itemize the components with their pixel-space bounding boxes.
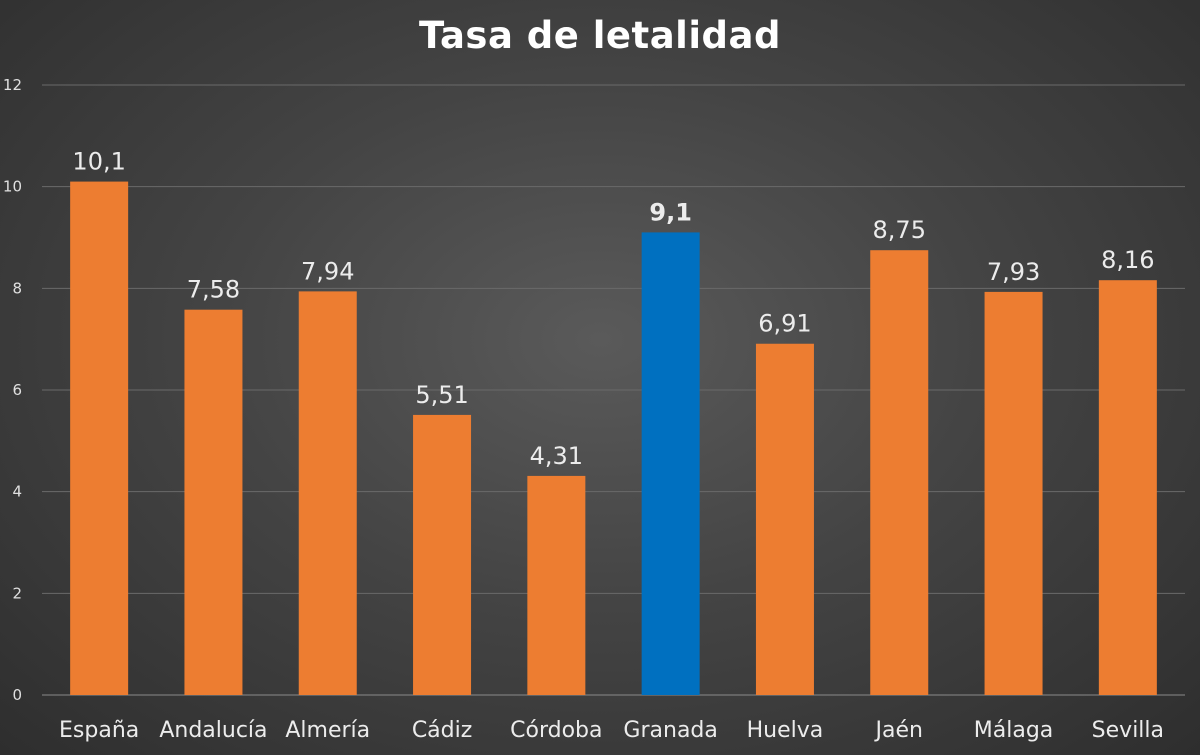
y-tick-label: 12: [3, 76, 22, 94]
x-tick-label: Granada: [623, 718, 717, 743]
bar: [1098, 280, 1157, 695]
bar: [641, 232, 700, 695]
bar: [184, 309, 243, 695]
y-tick-label: 8: [12, 279, 22, 297]
data-label: 7,93: [987, 258, 1040, 286]
data-label: 7,94: [301, 257, 354, 285]
y-tick-label: 10: [3, 178, 22, 196]
y-axis: 0 2 4 6 8 10 12: [3, 76, 22, 704]
y-tick-label: 6: [12, 381, 22, 399]
x-axis: España Andalucía Almería Cádiz Córdoba Granad…: [59, 718, 1164, 743]
y-tick-label: 0: [12, 686, 22, 704]
data-label: 9,1: [649, 198, 692, 226]
data-label: 7,58: [187, 276, 240, 304]
x-tick-label: Huelva: [747, 718, 824, 743]
data-label: 10,1: [72, 148, 125, 176]
x-tick-label: Sevilla: [1092, 718, 1164, 743]
data-label: 4,31: [530, 442, 583, 470]
x-tick-label: Málaga: [974, 718, 1054, 743]
x-tick-label: Córdoba: [510, 718, 602, 743]
data-label: 8,16: [1101, 246, 1154, 274]
x-tick-label: Andalucía: [159, 718, 267, 743]
y-tick-label: 2: [12, 584, 22, 602]
chart-title: Tasa de letalidad: [418, 14, 781, 57]
x-tick-label: Almería: [285, 718, 370, 743]
data-label: 5,51: [415, 381, 468, 409]
bar: [70, 181, 129, 696]
bar: [984, 291, 1043, 695]
bar: [755, 343, 814, 695]
x-tick-label: Cádiz: [412, 718, 472, 743]
data-labels: 10,1 7,58 7,94 5,51 4,31 9,1 6,91 8,75 7,93 8,16: [72, 148, 1154, 470]
bar: [298, 291, 357, 695]
bar: [870, 250, 929, 696]
x-tick-label: Jaén: [874, 718, 923, 743]
bar: [527, 475, 586, 695]
y-tick-label: 4: [12, 483, 22, 501]
data-label: 8,75: [873, 216, 926, 244]
data-label: 6,91: [758, 310, 811, 338]
x-tick-label: España: [59, 718, 139, 743]
bars: [70, 181, 1157, 696]
bar: [413, 414, 472, 695]
